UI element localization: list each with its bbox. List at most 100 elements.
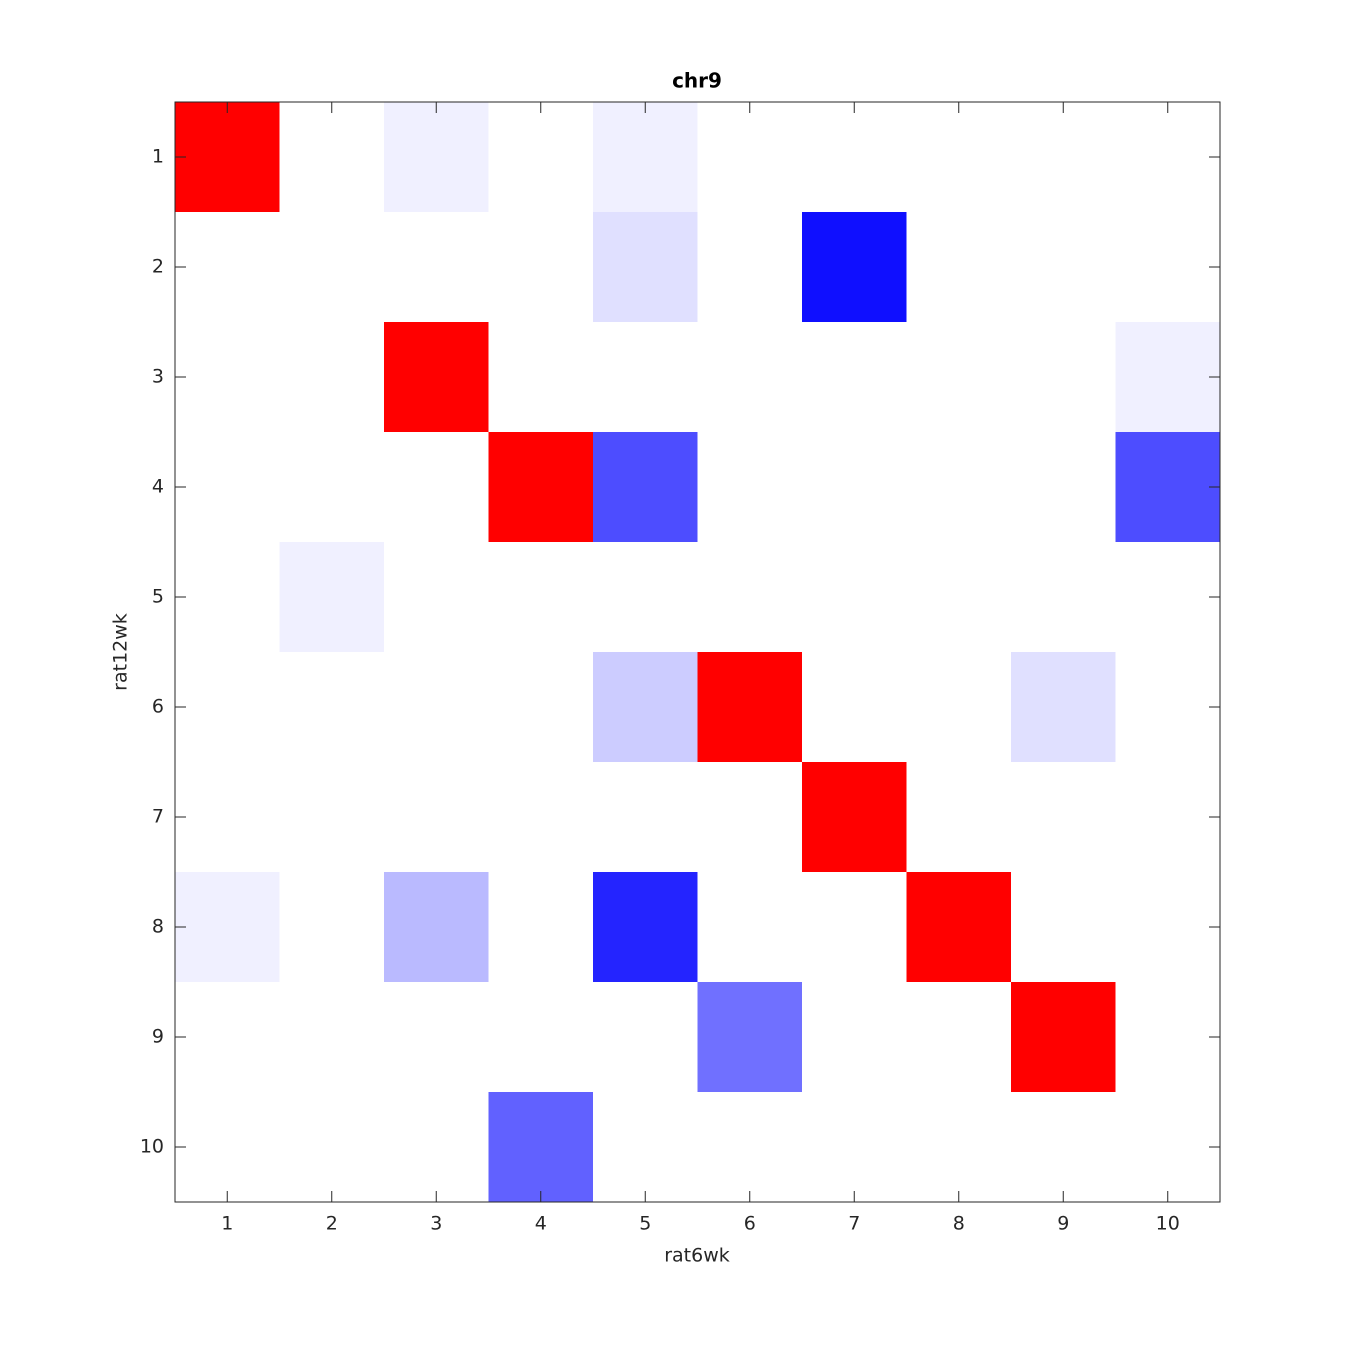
heatmap-cell	[488, 542, 593, 652]
heatmap-cell	[488, 762, 593, 872]
heatmap-cell	[1115, 212, 1220, 322]
heatmap-cell	[384, 542, 489, 652]
heatmap-cell	[593, 652, 698, 762]
x-tick-label: 7	[848, 1213, 860, 1235]
heatmap-cell	[279, 322, 384, 432]
heatmap-cell	[697, 982, 802, 1092]
heatmap-cell	[593, 102, 698, 212]
heatmap-cell	[175, 872, 280, 982]
heatmap-cell	[1011, 542, 1116, 652]
heatmap-cell	[175, 102, 280, 212]
heatmap-cell	[1115, 542, 1220, 652]
heatmap-cell	[175, 652, 280, 762]
heatmap-cell	[1011, 872, 1116, 982]
heatmap-cell	[906, 542, 1011, 652]
chart-title: chr9	[672, 69, 722, 93]
x-tick-label: 5	[639, 1213, 651, 1235]
heatmap-cell	[697, 542, 802, 652]
heatmap-cell	[384, 762, 489, 872]
heatmap-cell	[906, 212, 1011, 322]
y-tick-label: 4	[152, 476, 164, 498]
y-tick-label: 6	[152, 696, 164, 718]
heatmap-cell	[384, 322, 489, 432]
heatmap-cell	[697, 212, 802, 322]
heatmap-cell	[802, 762, 907, 872]
heatmap-cell	[593, 1092, 698, 1202]
heatmap-cell	[279, 212, 384, 322]
heatmap-cell	[384, 102, 489, 212]
heatmap-cell	[1011, 762, 1116, 872]
heatmap-cell	[488, 982, 593, 1092]
y-tick-label: 8	[152, 916, 164, 938]
heatmap-cell	[802, 542, 907, 652]
y-tick-label: 9	[152, 1026, 164, 1048]
y-tick-label: 10	[140, 1136, 164, 1158]
heatmap-cell	[1115, 762, 1220, 872]
x-tick-label: 8	[953, 1213, 965, 1235]
y-tick-label: 5	[152, 586, 164, 608]
heatmap-cell	[1115, 652, 1220, 762]
x-tick-label: 6	[744, 1213, 756, 1235]
x-tick-label: 2	[326, 1213, 338, 1235]
heatmap-cell	[175, 322, 280, 432]
heatmap-cell	[175, 762, 280, 872]
x-tick-label: 10	[1156, 1213, 1180, 1235]
heatmap-cell	[1011, 1092, 1116, 1202]
heatmap-cell	[279, 542, 384, 652]
x-tick-label: 3	[430, 1213, 442, 1235]
x-axis-label: rat6wk	[664, 1245, 730, 1267]
heatmap-cell	[488, 872, 593, 982]
heatmap-cell	[697, 102, 802, 212]
x-tick-label: 4	[535, 1213, 547, 1235]
heatmap-cell	[175, 432, 280, 542]
y-tick-label: 3	[152, 366, 164, 388]
heatmap-cell	[802, 432, 907, 542]
heatmap-cell	[697, 432, 802, 542]
heatmap-cell	[1011, 982, 1116, 1092]
heatmap-cell	[279, 872, 384, 982]
heatmap-cell	[488, 322, 593, 432]
heatmap-cell	[906, 762, 1011, 872]
plot-frame	[174, 101, 1221, 1203]
y-tick-label: 7	[152, 806, 164, 828]
heatmap-cell	[906, 102, 1011, 212]
heatmap-cell	[906, 652, 1011, 762]
heatmap-cell	[175, 542, 280, 652]
heatmap-cell	[384, 432, 489, 542]
heatmap-cell	[384, 652, 489, 762]
heatmap-cell	[488, 1092, 593, 1202]
heatmap-cell	[697, 322, 802, 432]
heatmap-cell	[802, 652, 907, 762]
heatmap-cell	[1115, 982, 1220, 1092]
heatmap-cell	[593, 982, 698, 1092]
heatmap-cell	[593, 212, 698, 322]
heatmap-cell	[1011, 212, 1116, 322]
heatmap-cell	[175, 1092, 280, 1202]
heatmap-cell	[1115, 432, 1220, 542]
heatmap-cell	[593, 542, 698, 652]
heatmap-cell	[1011, 322, 1116, 432]
heatmap-cell	[279, 762, 384, 872]
heatmap-cell	[906, 1092, 1011, 1202]
heatmap-cell	[1115, 102, 1220, 212]
heatmap-cell	[175, 212, 280, 322]
heatmap-cell	[906, 322, 1011, 432]
heatmap-cell	[697, 872, 802, 982]
heatmap-cell	[802, 102, 907, 212]
heatmap-cell	[1011, 652, 1116, 762]
heatmap-cell	[802, 1092, 907, 1202]
heatmap-cell	[384, 982, 489, 1092]
heatmap-cell	[488, 212, 593, 322]
heatmap-cell	[488, 102, 593, 212]
y-axis-label: rat12wk	[110, 613, 132, 691]
heatmap-cell	[384, 872, 489, 982]
heatmap-cell	[906, 982, 1011, 1092]
heatmap-cell	[906, 872, 1011, 982]
heatmap-cell	[175, 982, 280, 1092]
heatmap-cell	[279, 982, 384, 1092]
heatmap-cell	[1115, 322, 1220, 432]
heatmap-cell	[802, 982, 907, 1092]
heatmap-cell	[802, 212, 907, 322]
heatmap-cell	[697, 1092, 802, 1202]
